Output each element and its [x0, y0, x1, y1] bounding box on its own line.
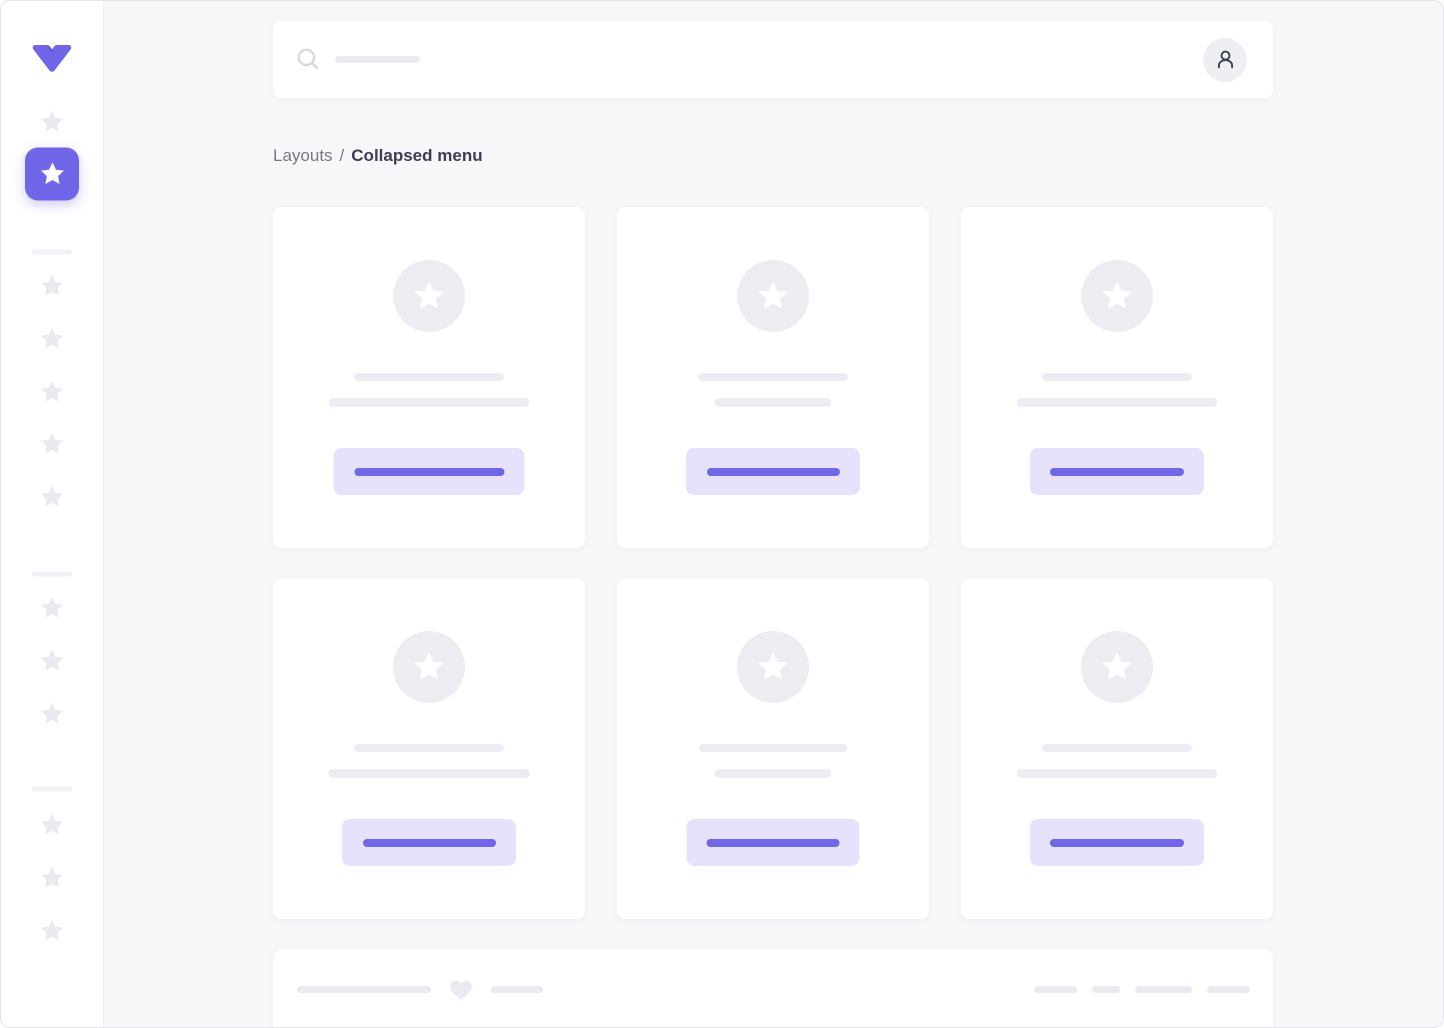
star-icon — [39, 865, 65, 891]
star-icon — [39, 161, 66, 188]
footer-links — [1034, 985, 1250, 993]
breadcrumb-separator: / — [339, 146, 345, 165]
star-icon — [39, 273, 65, 299]
footer-link-placeholder — [1207, 985, 1250, 993]
card-button-label-placeholder — [706, 467, 840, 476]
card-button[interactable] — [686, 448, 860, 495]
card-image-placeholder — [393, 631, 465, 703]
sidebar-item[interactable] — [39, 484, 65, 510]
card-subtitle-placeholder — [715, 769, 831, 778]
star-icon — [39, 648, 65, 674]
card-button-label-placeholder — [1050, 467, 1184, 476]
card-button[interactable] — [333, 448, 525, 495]
card-subtitle-placeholder — [328, 769, 530, 778]
person-icon — [1214, 48, 1237, 71]
card-button[interactable] — [342, 819, 516, 866]
footer-text-placeholder — [297, 985, 431, 993]
star-icon — [39, 484, 65, 510]
sidebar-divider — [32, 786, 72, 792]
card-title-placeholder — [354, 373, 504, 381]
app-logo[interactable] — [30, 43, 74, 78]
breadcrumb-parent-link[interactable]: Layouts — [273, 146, 333, 165]
card — [617, 578, 929, 919]
star-icon — [39, 379, 65, 405]
star-icon — [39, 918, 65, 944]
sidebar-divider — [32, 249, 72, 255]
card-title-placeholder — [354, 744, 504, 752]
card-button[interactable] — [1030, 448, 1204, 495]
card-title-placeholder — [1042, 373, 1192, 381]
card-image-placeholder — [737, 260, 809, 332]
star-icon — [412, 279, 446, 313]
sidebar-item[interactable] — [39, 379, 65, 405]
sidebar-item[interactable] — [39, 701, 65, 727]
card-button[interactable] — [1030, 819, 1204, 866]
main-area: Layouts / Collapsed menu — [105, 1, 1443, 1027]
card-subtitle-placeholder — [329, 398, 529, 407]
card-subtitle-placeholder — [1017, 398, 1217, 407]
card-button-label-placeholder — [354, 467, 504, 476]
card-button[interactable] — [686, 819, 860, 866]
sidebar-item[interactable] — [39, 918, 65, 944]
star-icon — [39, 109, 65, 135]
sidebar-item[interactable] — [39, 273, 65, 299]
breadcrumb: Layouts / Collapsed menu — [273, 146, 1273, 166]
card — [961, 578, 1273, 919]
star-icon — [39, 812, 65, 838]
sidebar — [1, 1, 104, 1027]
star-icon — [39, 595, 65, 621]
footer-text-placeholder — [491, 985, 543, 993]
search-placeholder-pill — [335, 56, 420, 63]
sidebar-item[interactable] — [39, 431, 65, 457]
card-image-placeholder — [737, 631, 809, 703]
card — [617, 207, 929, 548]
footer-link-placeholder — [1092, 985, 1120, 993]
star-icon — [412, 650, 446, 684]
card-title-placeholder — [698, 373, 848, 381]
card-title-placeholder — [699, 744, 847, 752]
sidebar-item[interactable] — [39, 812, 65, 838]
star-icon — [39, 701, 65, 727]
sidebar-item[interactable] — [39, 595, 65, 621]
sidebar-item[interactable] — [39, 326, 65, 352]
card-grid — [273, 207, 1273, 919]
sidebar-item-active[interactable] — [25, 147, 79, 201]
star-icon — [39, 326, 65, 352]
footer-link-placeholder — [1135, 985, 1192, 993]
sidebar-divider — [32, 571, 72, 577]
vuesax-logo-icon — [30, 45, 74, 77]
sidebar-item[interactable] — [39, 109, 65, 135]
card-image-placeholder — [1081, 260, 1153, 332]
card-title-placeholder — [1042, 744, 1192, 752]
heart-icon — [448, 978, 474, 1001]
sidebar-item[interactable] — [39, 865, 65, 891]
star-icon — [39, 431, 65, 457]
avatar-button[interactable] — [1203, 37, 1247, 82]
star-icon — [1100, 650, 1134, 684]
card — [273, 578, 585, 919]
star-icon — [756, 650, 790, 684]
card-subtitle-placeholder — [1017, 769, 1217, 778]
card — [961, 207, 1273, 548]
search-bar[interactable] — [273, 21, 1273, 98]
content-column: Layouts / Collapsed menu — [273, 21, 1273, 1027]
star-icon — [1100, 279, 1134, 313]
card-button-label-placeholder — [706, 838, 840, 847]
footer-link-placeholder — [1034, 985, 1077, 993]
page-title: Collapsed menu — [351, 146, 483, 165]
card-button-label-placeholder — [1050, 838, 1184, 847]
search-icon — [297, 48, 320, 71]
footer-bar — [273, 949, 1273, 1027]
card-subtitle-placeholder — [715, 398, 831, 407]
sidebar-item[interactable] — [39, 648, 65, 674]
card — [273, 207, 585, 548]
card-button-label-placeholder — [362, 838, 496, 847]
star-icon — [756, 279, 790, 313]
card-image-placeholder — [1081, 631, 1153, 703]
card-image-placeholder — [393, 260, 465, 332]
